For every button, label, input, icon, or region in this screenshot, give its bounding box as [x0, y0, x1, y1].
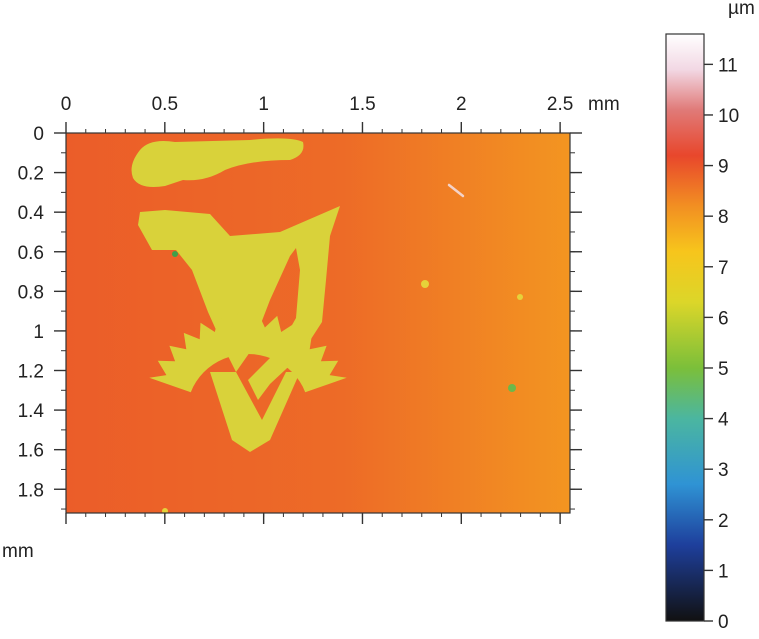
colorbar-ticks: 0 1 2 3 4 5 6 7 8 9 10 11 [704, 55, 739, 633]
colorbar-tick-label: 10 [718, 106, 739, 127]
speck [172, 251, 178, 257]
y-tick-label: 0.2 [18, 164, 44, 185]
x-tick-label: 1.5 [349, 94, 375, 115]
colorbar-tick-label: 9 [718, 157, 729, 178]
y-tick-label: 1.4 [18, 401, 45, 422]
colorbar-tick-label: 7 [718, 258, 729, 279]
speck [421, 280, 429, 288]
plot-frame [65, 132, 571, 514]
colorbar-unit: µm [728, 0, 755, 19]
y-axis: 0 0.2 0.4 0.6 0.8 1 1.2 1.4 1.6 1.8 [18, 124, 582, 510]
emblem-cog-wedge [210, 372, 300, 452]
colorbar-tick-label: 1 [718, 561, 729, 582]
colorbar: 0 1 2 3 4 5 6 7 8 9 10 11 µm [665, 0, 755, 633]
colorbar-tick-label: 4 [718, 410, 729, 431]
colorbar-tick-label: 8 [718, 207, 729, 228]
speck [517, 294, 523, 300]
colorbar-tick-label: 5 [718, 359, 729, 380]
y-tick-label: 1.8 [18, 480, 44, 501]
x-axis-unit: mm [588, 94, 620, 115]
surface-specks [162, 183, 523, 514]
x-axis: 0 0.5 1 1.5 2 2.5 [61, 94, 573, 524]
y-tick-label: 0.6 [18, 243, 44, 264]
colorbar-gradient [665, 33, 705, 622]
colorbar-tick-label: 3 [718, 460, 729, 481]
y-tick-label: 0.4 [18, 203, 45, 224]
x-tick-label: 0.5 [152, 94, 178, 115]
emblem-top-bar [131, 138, 304, 187]
colorbar-tick-label: 6 [718, 308, 729, 329]
y-tick-label: 0 [33, 124, 44, 145]
x-tick-label: 0 [61, 94, 72, 115]
emblem-relief [131, 138, 347, 452]
speck [508, 384, 516, 392]
y-tick-label: 1.2 [18, 362, 44, 383]
y-tick-label: 0.8 [18, 282, 44, 303]
x-tick-label: 2.5 [547, 94, 573, 115]
y-tick-label: 1.6 [18, 441, 44, 462]
plot-area [65, 132, 571, 514]
x-tick-label: 2 [456, 94, 467, 115]
x-tick-label: 1 [258, 94, 269, 115]
colorbar-tick-label: 11 [718, 55, 738, 76]
colorbar-tick-label: 2 [718, 511, 729, 532]
speck [447, 183, 465, 198]
y-axis-unit: mm [2, 541, 34, 562]
colorbar-tick-label: 0 [718, 612, 729, 633]
y-tick-label: 1 [33, 322, 44, 343]
